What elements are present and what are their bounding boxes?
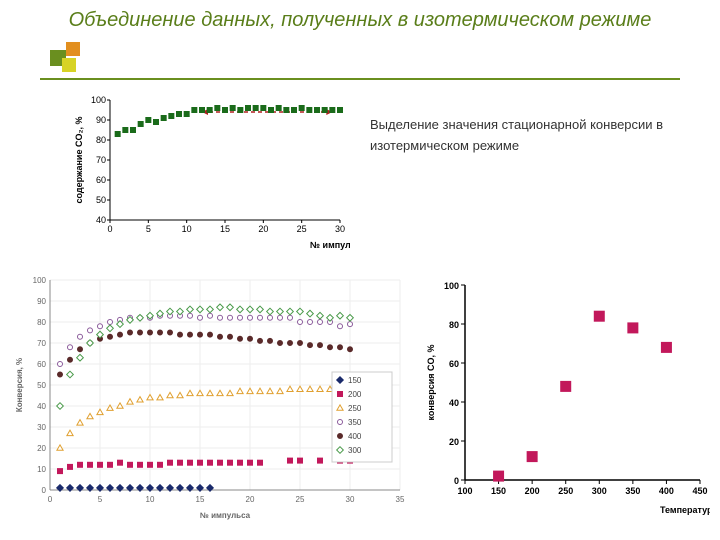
svg-text:20: 20 <box>258 224 268 234</box>
note-text: Выделение значения стационарной конверси… <box>370 115 700 157</box>
svg-text:40: 40 <box>449 398 459 408</box>
svg-text:350: 350 <box>625 486 640 496</box>
svg-text:30: 30 <box>346 495 355 504</box>
svg-text:0: 0 <box>48 495 53 504</box>
chart-top: 40 50 60 70 80 90 100 0 5 10 15 20 25 30 № импульса сод… <box>70 90 350 250</box>
svg-text:10: 10 <box>182 224 192 234</box>
divider <box>40 78 680 80</box>
svg-text:100: 100 <box>457 486 472 496</box>
svg-text:80: 80 <box>37 318 46 327</box>
svg-text:100: 100 <box>91 95 106 105</box>
svg-text:25: 25 <box>296 495 305 504</box>
svg-text:50: 50 <box>96 195 106 205</box>
svg-text:0: 0 <box>454 476 459 486</box>
svg-text:70: 70 <box>96 155 106 165</box>
svg-text:50: 50 <box>37 381 46 390</box>
svg-text:№ импульса: № импульса <box>310 240 350 250</box>
svg-text:15: 15 <box>196 495 205 504</box>
svg-text:20: 20 <box>37 444 46 453</box>
svg-text:конверсия CO, %: конверсия CO, % <box>426 344 436 420</box>
svg-text:250: 250 <box>348 404 362 413</box>
svg-text:Конверсия, %: Конверсия, % <box>15 358 24 412</box>
svg-text:25: 25 <box>297 224 307 234</box>
svg-text:90: 90 <box>37 297 46 306</box>
decor-square-2 <box>66 42 80 56</box>
svg-text:№ импульса: № импульса <box>200 511 251 520</box>
svg-text:5: 5 <box>146 224 151 234</box>
svg-text:250: 250 <box>558 486 573 496</box>
svg-text:10: 10 <box>146 495 155 504</box>
svg-text:150: 150 <box>491 486 506 496</box>
svg-text:15: 15 <box>220 224 230 234</box>
chart-bottom-right: 0 20 40 60 80 100 100 150 200 250 300 350 400 450 Темп… <box>420 275 710 515</box>
svg-text:10: 10 <box>37 465 46 474</box>
svg-text:350: 350 <box>348 418 362 427</box>
svg-text:35: 35 <box>396 495 405 504</box>
svg-text:5: 5 <box>98 495 103 504</box>
svg-text:200: 200 <box>525 486 540 496</box>
svg-text:90: 90 <box>96 115 106 125</box>
svg-text:содержание CO₂, %: содержание CO₂, % <box>74 117 84 204</box>
svg-text:20: 20 <box>246 495 255 504</box>
svg-text:20: 20 <box>449 437 459 447</box>
svg-text:400: 400 <box>659 486 674 496</box>
svg-text:Температура, °C: Температура, °C <box>660 505 710 515</box>
svg-text:100: 100 <box>33 276 47 285</box>
svg-text:100: 100 <box>444 281 459 291</box>
svg-text:40: 40 <box>96 215 106 225</box>
chart-bottom-left: 0 10 20 30 40 50 60 70 80 90 100 0 5 10 15 20 25 30 35 150 2… <box>10 270 410 520</box>
svg-text:80: 80 <box>96 135 106 145</box>
svg-text:450: 450 <box>692 486 707 496</box>
svg-text:40: 40 <box>37 402 46 411</box>
svg-text:300: 300 <box>592 486 607 496</box>
svg-text:30: 30 <box>37 423 46 432</box>
slide-title: Объединение данных, полученных в изотерм… <box>0 8 720 32</box>
svg-text:200: 200 <box>348 390 362 399</box>
svg-text:400: 400 <box>348 432 362 441</box>
decor-square-3 <box>62 58 76 72</box>
svg-text:300: 300 <box>348 446 362 455</box>
svg-text:0: 0 <box>42 486 47 495</box>
svg-text:0: 0 <box>107 224 112 234</box>
svg-text:150: 150 <box>348 376 362 385</box>
svg-text:60: 60 <box>449 359 459 369</box>
svg-text:60: 60 <box>96 175 106 185</box>
svg-text:30: 30 <box>335 224 345 234</box>
svg-text:70: 70 <box>37 339 46 348</box>
svg-text:80: 80 <box>449 320 459 330</box>
svg-text:60: 60 <box>37 360 46 369</box>
